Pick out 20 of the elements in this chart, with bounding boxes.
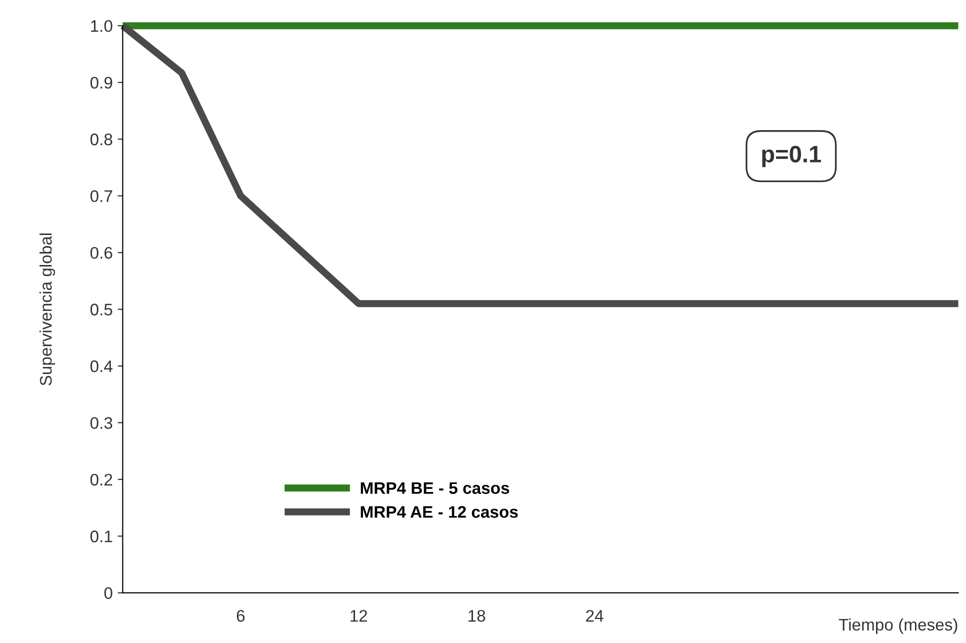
y-tick-label: 1.0 (91, 20, 112, 32)
y-tick-label: 0.1 (90, 530, 112, 542)
legend-label: MRP4 BE - 5 casos (360, 482, 510, 494)
y-tick-label: 0.5 (90, 304, 112, 316)
y-tick-label: 0.4 (90, 360, 112, 372)
y-tick-label: 0 (104, 587, 112, 600)
x-tick-label: 24 (586, 610, 604, 622)
y-tick-label: 0.3 (90, 417, 112, 429)
legend-label: MRP4 AE - 12 casos (360, 506, 518, 518)
y-axis-title: Supervivencia global (40, 233, 56, 386)
annotation: p=0.1 (762, 146, 822, 168)
y-tick-label: 0.2 (90, 474, 112, 486)
y-tick-label: 0.6 (90, 246, 112, 259)
x-tick-label: 18 (468, 610, 486, 622)
x-tick-label: 12 (350, 610, 368, 622)
y-tick-label: 0.8 (90, 134, 112, 146)
y-tick-label: 0.7 (90, 190, 112, 202)
y-tick-label: 0.9 (90, 76, 112, 89)
x-axis-title: Tiempo (meses) (838, 618, 958, 634)
x-tick-label: 6 (236, 610, 245, 622)
